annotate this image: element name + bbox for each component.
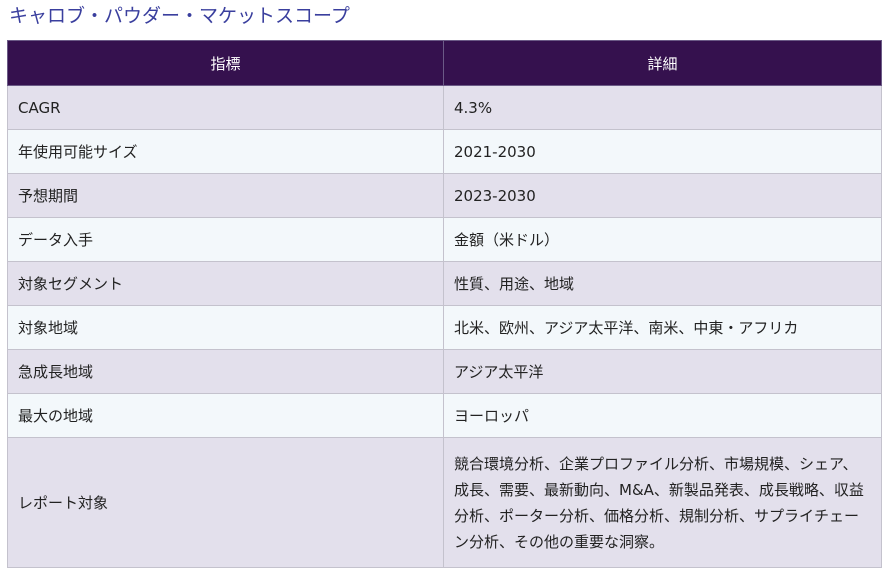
header-details: 詳細 [443,40,882,86]
row-label: データ入手 [7,217,444,262]
row-value: 2021-2030 [443,129,882,174]
table-row: データ入手 金額（米ドル） [7,217,882,262]
table-row: CAGR 4.3% [7,85,882,130]
row-value: 2023-2030 [443,173,882,218]
table-row: 予想期間 2023-2030 [7,173,882,218]
table-row: 年使用可能サイズ 2021-2030 [7,129,882,174]
table-row: 対象地域 北米、欧州、アジア太平洋、南米、中東・アフリカ [7,305,882,350]
market-scope-table: 指標 詳細 CAGR 4.3% 年使用可能サイズ 2021-2030 予想期間 … [7,40,882,568]
row-value: 性質、用途、地域 [443,261,882,306]
table-header-row: 指標 詳細 [7,40,882,86]
row-value: 競合環境分析、企業プロファイル分析、市場規模、シェア、成長、需要、最新動向、M&… [443,437,882,568]
row-label: 対象地域 [7,305,444,350]
row-label: 最大の地域 [7,393,444,438]
row-label: 予想期間 [7,173,444,218]
row-label: レポート対象 [7,437,444,568]
row-label: 年使用可能サイズ [7,129,444,174]
table-row: 急成長地域 アジア太平洋 [7,349,882,394]
header-metric: 指標 [7,40,444,86]
table-row: 最大の地域 ヨーロッパ [7,393,882,438]
row-value: 4.3% [443,85,882,130]
row-value: 金額（米ドル） [443,217,882,262]
table-row: 対象セグメント 性質、用途、地域 [7,261,882,306]
row-label: 対象セグメント [7,261,444,306]
table-row: レポート対象 競合環境分析、企業プロファイル分析、市場規模、シェア、成長、需要、… [7,437,882,568]
row-label: CAGR [7,85,444,130]
row-value: 北米、欧州、アジア太平洋、南米、中東・アフリカ [443,305,882,350]
row-value: アジア太平洋 [443,349,882,394]
page-title: キャロブ・パウダー・マケットスコープ [9,5,350,27]
row-label: 急成長地域 [7,349,444,394]
row-value: ヨーロッパ [443,393,882,438]
